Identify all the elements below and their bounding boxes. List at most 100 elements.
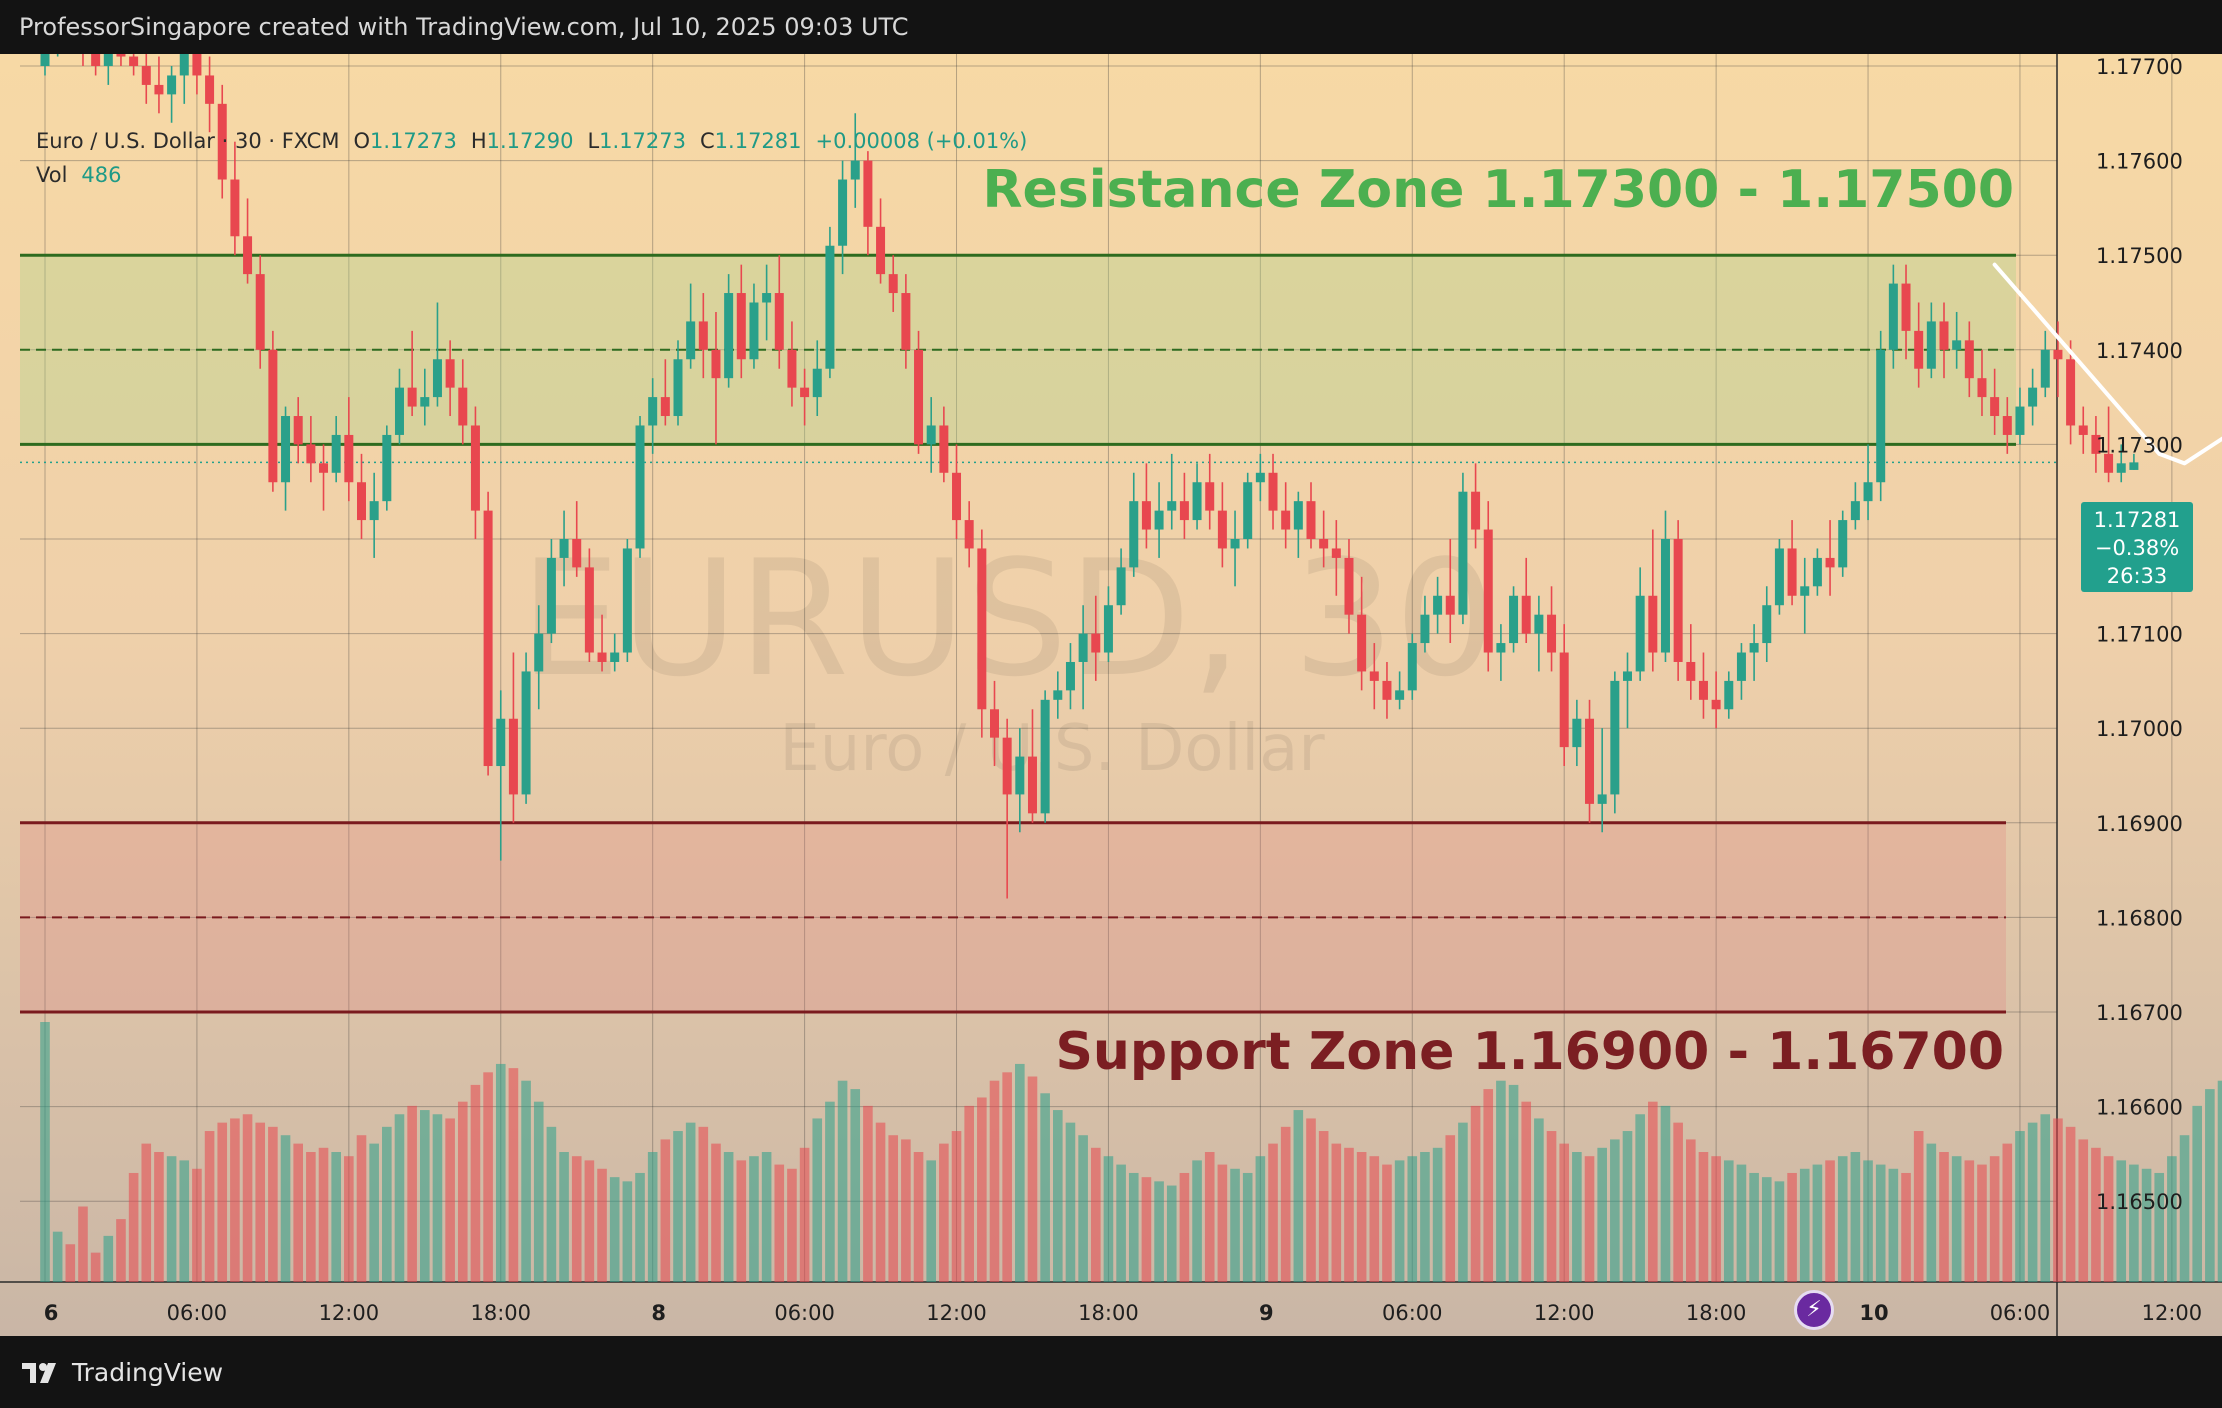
candle-body [1065, 661, 1075, 691]
candle-body [116, 37, 126, 57]
volume-bar [2154, 1172, 2165, 1282]
volume-bar [40, 1022, 50, 1282]
candle-body [1926, 321, 1936, 369]
volume-bar [2167, 1156, 2177, 1282]
candle [876, 198, 886, 284]
candle [711, 311, 721, 445]
volume-bar [268, 1126, 278, 1282]
price-tick-label: 1.16500 [2096, 1190, 2183, 1214]
candle [268, 330, 278, 492]
chart-area[interactable]: EURUSD, 30 Euro / U.S. Dollar 1.17700 1.1… [0, 0, 2222, 1336]
candle [1914, 302, 1924, 388]
candle [1977, 349, 1987, 417]
volume-bar [1268, 1143, 1278, 1282]
candle [2028, 368, 2038, 426]
volume-bar [1825, 1160, 1835, 1282]
time-axis: 6 06:00 12:00 18:00 8 06:00 12:00 18:00 9 06:00 12… [44, 1301, 2202, 1325]
volume-bar [647, 1152, 658, 1282]
volume-bar [1053, 1110, 1063, 1282]
volume-bar [2129, 1164, 2139, 1282]
candle [1597, 728, 1607, 833]
volume-bar [1913, 1131, 1924, 1282]
candle [622, 539, 632, 662]
candle-body [268, 349, 278, 483]
candle-body [1395, 690, 1405, 700]
candle [1255, 453, 1265, 502]
candle-body [2129, 462, 2139, 470]
volume-bar [888, 1135, 899, 1282]
candle-body [762, 293, 772, 303]
volume-bar [1015, 1063, 1025, 1282]
candle [964, 501, 974, 568]
volume-bar [1103, 1156, 1114, 1282]
candle [1445, 539, 1455, 644]
last-price-tag: 1.17281 −0.38% 26:33 [2081, 502, 2193, 592]
candle-body [964, 520, 974, 549]
volume-bar [1027, 1076, 1038, 1282]
volume-bar [445, 1118, 455, 1282]
candle [901, 274, 911, 369]
candle-body [863, 160, 873, 227]
legend-high: 1.17290 [486, 129, 574, 153]
tradingview-logo[interactable]: TradingView [22, 1358, 223, 1387]
volume-bar [52, 1231, 63, 1282]
candle [1673, 520, 1683, 681]
volume-bar [1951, 1156, 1962, 1282]
volume-bar [2065, 1126, 2076, 1282]
candle [1635, 567, 1645, 681]
candle-body [1547, 614, 1557, 653]
candle-body [1724, 680, 1734, 710]
volume-bar [103, 1235, 114, 1282]
volume-bar [749, 1156, 759, 1282]
volume-bar [1420, 1152, 1430, 1282]
candle-body [686, 321, 696, 360]
candle-body [1698, 680, 1708, 700]
candle-body [2015, 406, 2025, 435]
candle-body [1812, 557, 1822, 587]
candle [1863, 444, 1873, 521]
volume-bar [964, 1105, 974, 1282]
candle-body [622, 548, 632, 653]
candle [1167, 453, 1177, 530]
candle-body [382, 434, 392, 502]
candle-body [901, 293, 911, 350]
price-tick-label: 1.17300 [2096, 433, 2183, 457]
candle-body [749, 302, 759, 360]
candle [610, 633, 620, 672]
volume-bar [1597, 1147, 1607, 1282]
candle-body [445, 359, 455, 388]
volume-bar [344, 1156, 354, 1282]
candle-body [1660, 539, 1670, 653]
volume-bar [1723, 1160, 1734, 1282]
candle-body [952, 472, 962, 521]
candle [1483, 501, 1493, 672]
candle [331, 416, 341, 483]
price-chart[interactable]: EURUSD, 30 Euro / U.S. Dollar 1.177001.1… [0, 0, 2222, 1336]
candle [1103, 586, 1113, 662]
candle-body [1736, 652, 1746, 681]
lightning-icon[interactable]: ⚡ [1794, 1290, 1834, 1330]
price-tick-label: 1.16600 [2096, 1096, 2183, 1120]
candle-body [1572, 718, 1582, 748]
candle [762, 264, 772, 341]
candle [420, 368, 430, 426]
candle-body [888, 274, 898, 294]
candle-body [1243, 482, 1253, 539]
publisher-bar: ProfessorSingapore created with TradingV… [0, 0, 2222, 54]
volume-bar [1166, 1185, 1177, 1282]
volume-bar [318, 1147, 329, 1282]
candle [1281, 482, 1291, 549]
candle [1521, 557, 1531, 644]
volume-bar [584, 1160, 595, 1282]
candle [1395, 671, 1405, 710]
volume-bar [2078, 1139, 2089, 1282]
candle [1876, 330, 1886, 502]
candle [230, 141, 240, 256]
price-tick-label: 1.17400 [2096, 339, 2183, 363]
volume-bar [787, 1168, 797, 1282]
candle-body [1585, 718, 1595, 804]
candle-body [432, 359, 442, 398]
candle-body [2066, 359, 2076, 426]
candle-body [850, 160, 860, 180]
volume-bar [1686, 1139, 1696, 1282]
